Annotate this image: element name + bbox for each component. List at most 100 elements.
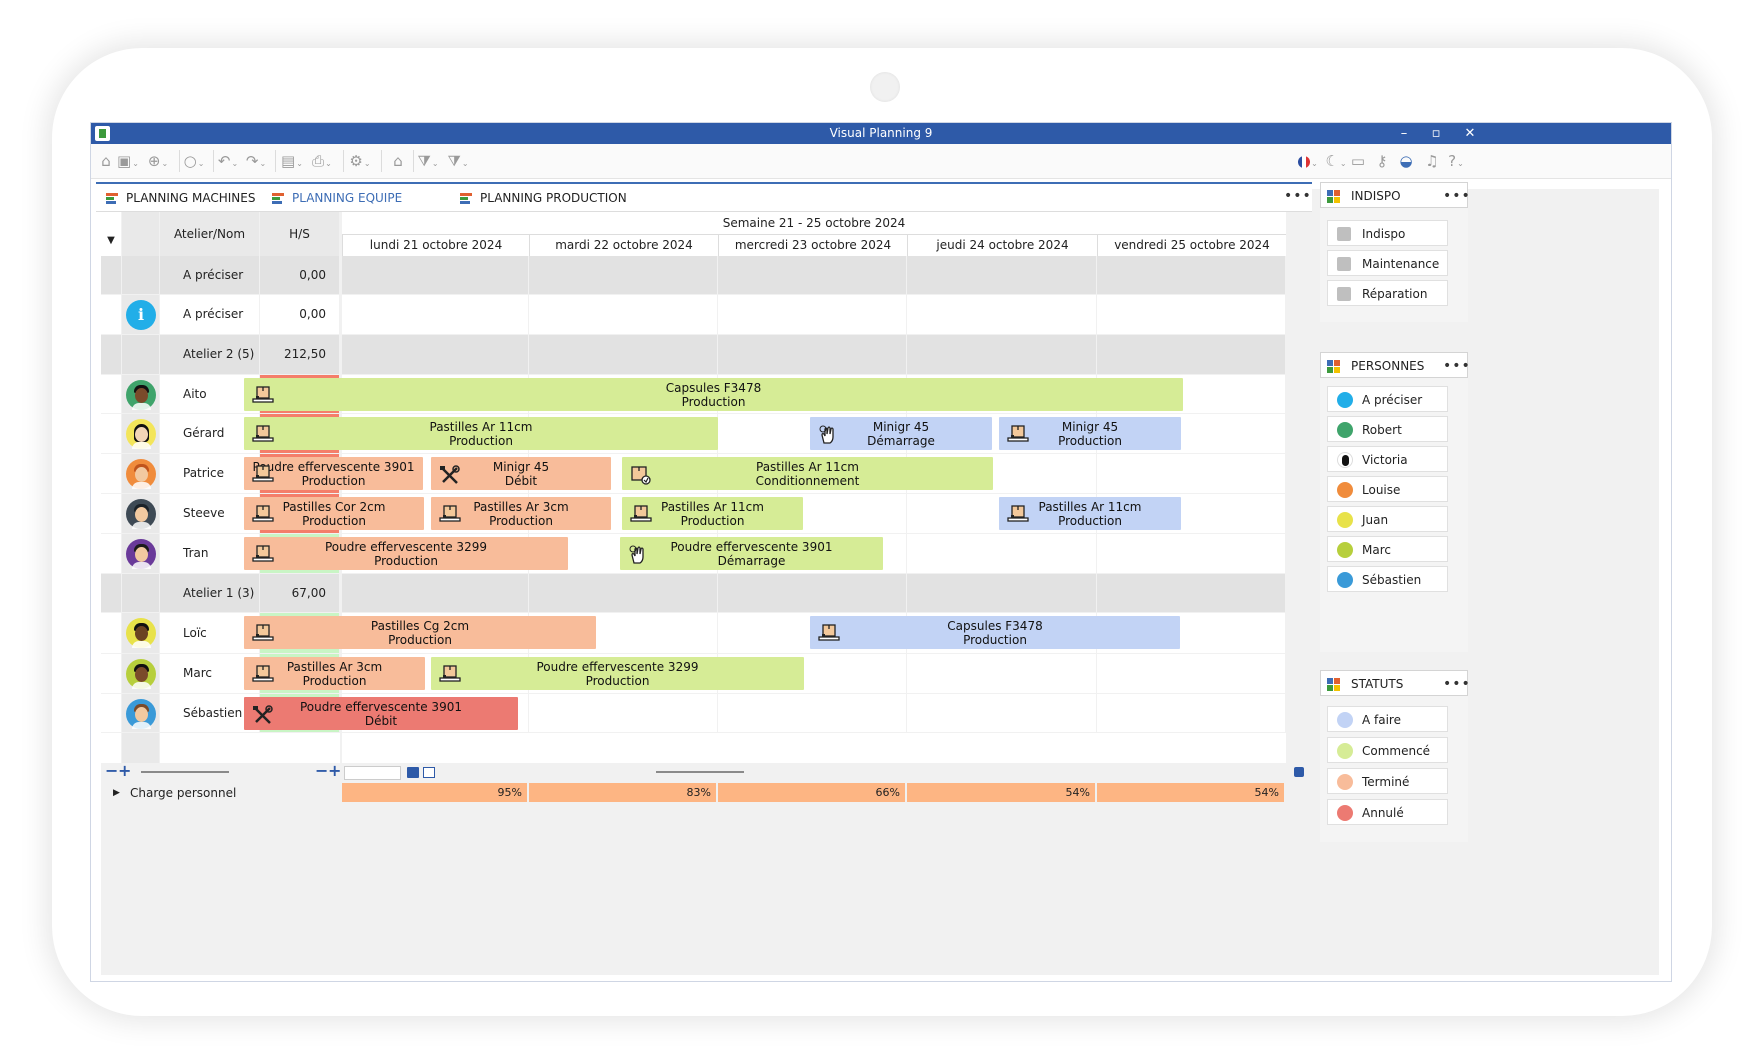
status-item[interactable]: Annulé [1327, 799, 1448, 825]
sync-icon[interactable]: ◒ [1399, 152, 1413, 170]
hs-zoom-in-button[interactable]: + [328, 761, 342, 780]
undo-icon[interactable]: ↶⌄ [217, 152, 239, 170]
status-item[interactable]: Terminé [1327, 768, 1448, 794]
help-icon[interactable]: ?⌄ [1448, 152, 1464, 170]
day-cell[interactable] [907, 256, 1096, 294]
key-icon[interactable]: ⚷ [1376, 152, 1388, 170]
task-bar[interactable]: Poudre effervescente 3299 Production [431, 657, 804, 690]
indispo-item[interactable]: Maintenance [1327, 250, 1448, 276]
day-cell[interactable] [1097, 256, 1285, 294]
home-icon[interactable]: ⌂ [101, 152, 111, 170]
day-cell[interactable] [342, 574, 528, 612]
person-row-name[interactable]: Sébastien [160, 694, 259, 732]
person-item[interactable]: Robert [1327, 416, 1448, 442]
day-cell[interactable] [529, 574, 717, 612]
day-cell[interactable] [1097, 534, 1285, 573]
tab-planning-machines[interactable]: PLANNING MACHINES [106, 184, 255, 212]
task-bar[interactable]: Capsules F3478 Production [810, 616, 1180, 649]
left-scrollbar[interactable] [141, 771, 229, 773]
language-flag-icon[interactable]: ⌄ [1297, 151, 1319, 171]
hs-zoom-out-button[interactable]: − [315, 761, 329, 780]
person-item[interactable]: Sébastien [1327, 566, 1448, 592]
building-icon[interactable]: ⌂ [393, 152, 403, 170]
task-bar[interactable]: Pastilles Ar 11cm Production [999, 497, 1181, 530]
indispo-item[interactable]: Réparation [1327, 280, 1448, 306]
day-cell[interactable] [342, 295, 528, 334]
window-icon[interactable]: ▭ [1350, 152, 1366, 170]
lock-icon[interactable] [1294, 767, 1304, 777]
day-cell[interactable] [718, 295, 906, 334]
group-row-name[interactable]: Atelier 1 (3) [160, 574, 259, 612]
person-item[interactable]: Victoria [1327, 446, 1448, 472]
day-cell[interactable] [1097, 335, 1285, 374]
day-cell[interactable] [529, 295, 717, 334]
print-icon[interactable]: ⎙⌄ [312, 152, 332, 170]
person-row-name[interactable]: Gérard [160, 414, 259, 453]
tab-planning-production[interactable]: PLANNING PRODUCTION [460, 184, 627, 212]
day-cell[interactable] [907, 574, 1096, 612]
day-cell[interactable] [718, 574, 906, 612]
dark-mode-icon[interactable]: ☾⌄ [1325, 152, 1347, 170]
person-row-name[interactable]: A préciser [160, 295, 259, 334]
day-cell[interactable] [907, 295, 1096, 334]
task-bar[interactable]: Poudre effervescente 3901 Démarrage [620, 537, 883, 570]
day-cell[interactable] [907, 335, 1096, 374]
date-picker-input[interactable] [344, 766, 401, 780]
filter-alt-icon[interactable]: ⧩⌄ [447, 152, 469, 170]
group-row-name[interactable]: A préciser (1) [160, 256, 259, 320]
task-bar[interactable]: Pastilles Ar 11cm Production [622, 497, 803, 530]
person-row-name[interactable]: Tran [160, 534, 259, 573]
name-column-header[interactable]: Atelier/Nom [160, 212, 259, 256]
redo-icon[interactable]: ↷⌄ [245, 152, 267, 170]
task-bar[interactable]: Pastilles Ar 3cm Production [431, 497, 611, 530]
day-cell[interactable] [342, 335, 528, 374]
task-bar[interactable]: Pastilles Ar 11cm Conditionnement [622, 457, 993, 490]
charge-expand-toggle[interactable]: ▶ [113, 788, 120, 798]
day-cell[interactable] [907, 534, 1096, 573]
tab-more-button[interactable]: ••• [1284, 188, 1312, 204]
calendar-icon[interactable] [407, 767, 419, 778]
status-item[interactable]: Commencé [1327, 737, 1448, 763]
timeline-scrollbar[interactable] [656, 771, 744, 773]
task-bar[interactable]: Pastilles Cor 2cm Production [244, 497, 424, 530]
refresh-icon[interactable]: ○⌄ [183, 152, 205, 170]
day-cell[interactable] [529, 335, 717, 374]
indispo-more-button[interactable]: ••• [1443, 188, 1471, 204]
task-bar[interactable]: Minigr 45 Démarrage [810, 417, 992, 450]
zoom-in-button[interactable]: + [118, 761, 132, 780]
collapse-all-toggle[interactable]: ▼ [101, 212, 121, 256]
export-icon[interactable]: ▤⌄ [281, 152, 303, 170]
status-item[interactable]: A faire [1327, 706, 1448, 732]
statuts-more-button[interactable]: ••• [1443, 676, 1471, 692]
task-bar[interactable]: Minigr 45 Débit [431, 457, 611, 490]
person-item[interactable]: Juan [1327, 506, 1448, 532]
day-cell[interactable] [529, 694, 717, 732]
minimize-button[interactable]: – [1400, 126, 1408, 141]
task-bar[interactable]: Pastilles Ar 11cm Production [244, 417, 718, 450]
day-cell[interactable] [529, 256, 717, 294]
person-item[interactable]: Marc [1327, 536, 1448, 562]
person-row-name[interactable]: Marc [160, 654, 259, 693]
day-cell[interactable] [718, 694, 906, 732]
zoom-out-button[interactable]: − [105, 761, 119, 780]
task-bar[interactable]: Poudre effervescente 3901 Débit [244, 697, 518, 730]
maximize-button[interactable]: ▫ [1431, 126, 1441, 141]
settings-icon[interactable]: ⚙⌄ [349, 152, 371, 170]
task-bar[interactable]: Pastilles Ar 3cm Production [244, 657, 425, 690]
day-cell[interactable] [1097, 454, 1285, 493]
calendar-check-icon[interactable] [423, 767, 435, 778]
day-cell[interactable] [718, 335, 906, 374]
task-bar[interactable]: Poudre effervescente 3901 Production [244, 457, 423, 490]
day-cell[interactable] [1097, 694, 1285, 732]
person-item[interactable]: A préciser [1327, 386, 1448, 412]
task-bar[interactable]: Capsules F3478 Production [244, 378, 1183, 411]
day-cell[interactable] [342, 256, 528, 294]
day-cell[interactable] [1097, 574, 1285, 612]
close-button[interactable]: ✕ [1464, 126, 1476, 141]
day-cell[interactable] [718, 256, 906, 294]
group-row-name[interactable]: Atelier 2 (5) [160, 335, 259, 374]
hs-column-header[interactable]: H/S [260, 212, 339, 256]
save-icon[interactable]: ▣⌄ [117, 152, 139, 170]
person-item[interactable]: Louise [1327, 476, 1448, 502]
bell-icon[interactable]: ♫ [1425, 152, 1439, 170]
